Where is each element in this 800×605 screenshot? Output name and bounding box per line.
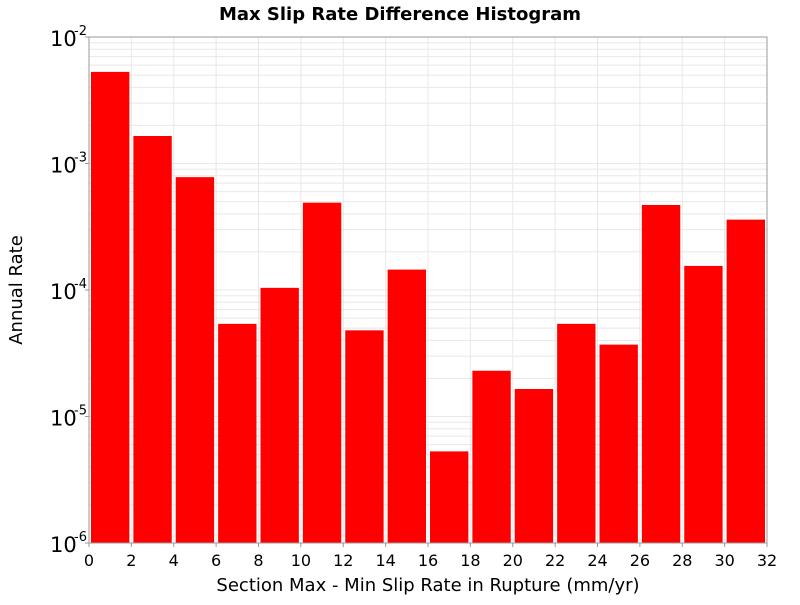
y-tick-label: 10 <box>50 27 77 51</box>
y-tick-exponent: -5 <box>74 404 87 419</box>
histogram-bar <box>430 451 469 543</box>
histogram-bar <box>345 330 384 543</box>
x-tick-label: 26 <box>630 551 650 570</box>
y-tick-label: 10 <box>50 533 77 557</box>
y-tick-exponent: -6 <box>74 530 87 545</box>
x-axis-label: Section Max - Min Slip Rate in Rupture (… <box>216 575 639 596</box>
y-tick-label: 10 <box>50 280 77 304</box>
histogram-bar <box>557 323 596 543</box>
histogram-bar <box>91 71 130 544</box>
histogram-bar <box>599 344 638 543</box>
bars <box>91 71 765 544</box>
x-tick-label: 14 <box>375 551 395 570</box>
y-axis-label: Annual Rate <box>6 235 27 345</box>
x-tick-label: 18 <box>460 551 480 570</box>
histogram-bar <box>726 219 765 543</box>
histogram-bar <box>133 135 172 543</box>
chart-title: Max Slip Rate Difference Histogram <box>219 4 581 25</box>
x-tick-label: 4 <box>169 551 179 570</box>
y-tick-label: 10 <box>50 407 77 431</box>
x-axis-ticks: 0 2 4 6 8 10 12 14 16 18 20 22 24 26 28 30 32 <box>84 543 777 570</box>
histogram-bar <box>302 202 342 544</box>
histogram-bar <box>684 265 723 543</box>
histogram-bar <box>387 269 426 543</box>
x-tick-label: 6 <box>211 551 221 570</box>
x-tick-label: 10 <box>291 551 311 570</box>
x-tick-label: 12 <box>333 551 353 570</box>
x-tick-label: 22 <box>545 551 565 570</box>
x-tick-label: 30 <box>714 551 734 570</box>
x-tick-label: 16 <box>418 551 438 570</box>
x-tick-label: 0 <box>84 551 94 570</box>
x-tick-label: 32 <box>757 551 777 570</box>
y-axis-ticks: 10-610-510-410-310-2 <box>50 24 89 557</box>
histogram-bar <box>260 287 299 543</box>
histogram-bar <box>472 370 511 543</box>
histogram-bar <box>641 204 681 543</box>
x-tick-label: 2 <box>126 551 136 570</box>
histogram-bar <box>514 388 554 543</box>
x-tick-label: 24 <box>587 551 607 570</box>
y-tick-label: 10 <box>50 154 77 178</box>
histogram-bar <box>218 323 257 543</box>
y-tick-exponent: -2 <box>74 24 87 39</box>
y-tick-exponent: -4 <box>74 277 87 292</box>
x-tick-label: 28 <box>672 551 692 570</box>
x-tick-label: 8 <box>253 551 263 570</box>
y-tick-exponent: -3 <box>74 151 87 166</box>
histogram-bar <box>175 177 215 544</box>
x-tick-label: 20 <box>503 551 523 570</box>
